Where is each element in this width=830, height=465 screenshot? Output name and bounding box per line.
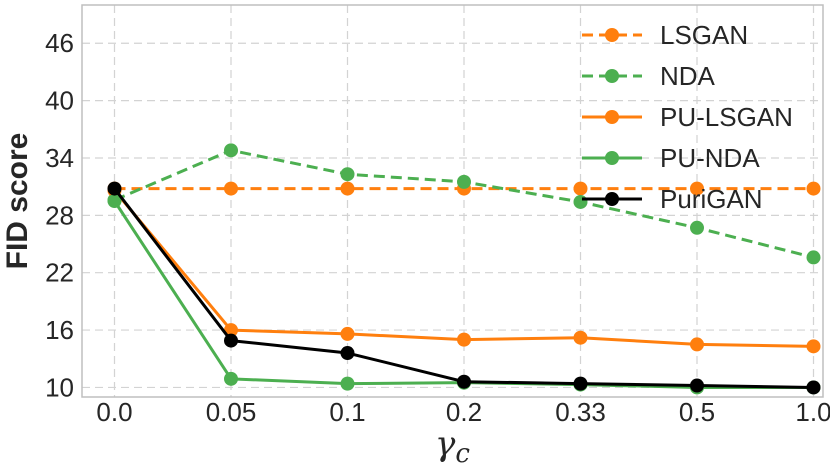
legend-item: LSGAN xyxy=(582,20,748,50)
x-tick-labels: 0.0 0.05 0.1 0.2 0.33 0.5 1.0 xyxy=(96,397,830,427)
series-group xyxy=(107,143,821,395)
legend-marker xyxy=(605,69,619,83)
data-point xyxy=(573,376,588,391)
data-point xyxy=(224,181,238,196)
data-point xyxy=(690,220,704,235)
x-axis-label: γc xyxy=(435,424,470,465)
data-point xyxy=(340,181,355,196)
y-tick-label: 16 xyxy=(45,315,74,345)
legend-item: NDA xyxy=(582,61,716,91)
y-tick-label: 34 xyxy=(45,143,74,173)
legend-item: PU-LSGAN xyxy=(582,102,793,132)
series-pu-lsgan xyxy=(107,183,821,354)
y-tick-label: 22 xyxy=(45,258,74,288)
legend: LSGAN NDA PU-LSGAN PU-NDA PuriGAN xyxy=(582,20,793,214)
x-tick-label: 0.5 xyxy=(679,397,715,427)
data-point xyxy=(340,376,355,391)
data-point xyxy=(224,333,238,348)
legend-item: PU-NDA xyxy=(582,143,760,173)
y-tick-label: 10 xyxy=(45,372,74,402)
x-tick-label: 0.2 xyxy=(446,397,482,427)
data-point xyxy=(457,174,471,189)
y-tick-labels: 10 16 22 28 34 40 46 xyxy=(45,28,74,402)
legend-marker xyxy=(605,110,619,124)
grid-lines xyxy=(82,5,823,397)
x-tick-label: 1.0 xyxy=(795,397,830,427)
data-point xyxy=(690,181,704,196)
data-point xyxy=(340,346,355,361)
y-tick-label: 28 xyxy=(45,200,74,230)
data-point xyxy=(340,167,355,182)
data-point xyxy=(457,374,471,389)
data-point xyxy=(690,378,704,393)
x-tick-label: 0.33 xyxy=(555,397,606,427)
data-point xyxy=(107,194,122,208)
data-point xyxy=(573,194,588,209)
legend-marker xyxy=(605,28,619,42)
data-point xyxy=(806,380,821,395)
legend-label: PU-NDA xyxy=(660,143,760,173)
data-point xyxy=(457,332,471,347)
x-tick-label: 0.1 xyxy=(329,397,365,427)
data-point xyxy=(573,330,588,345)
data-point xyxy=(224,371,238,386)
plot-frame xyxy=(81,4,824,398)
y-tick-label: 40 xyxy=(45,86,74,116)
series-purigan xyxy=(107,181,821,395)
x-tick-label: 0.05 xyxy=(206,397,257,427)
legend-label: PuriGAN xyxy=(660,184,763,214)
data-point xyxy=(107,181,122,196)
legend-label: LSGAN xyxy=(660,20,748,50)
data-point xyxy=(224,143,238,158)
data-point xyxy=(690,337,704,352)
legend-label: PU-LSGAN xyxy=(660,102,793,132)
x-tick-label: 0.0 xyxy=(96,397,132,427)
data-point xyxy=(806,339,821,354)
y-tick-label: 46 xyxy=(45,28,74,58)
legend-label: NDA xyxy=(660,61,716,91)
x-axis-label-main: γ xyxy=(435,424,456,464)
x-axis-label-subscript: c xyxy=(455,439,470,465)
legend-item: PuriGAN xyxy=(582,184,763,214)
data-point xyxy=(806,181,821,196)
legend-marker xyxy=(605,192,619,206)
y-axis-label: FID score xyxy=(1,133,34,270)
data-point xyxy=(573,181,588,196)
legend-marker xyxy=(605,151,619,165)
data-point xyxy=(806,250,821,265)
data-point xyxy=(340,326,355,341)
